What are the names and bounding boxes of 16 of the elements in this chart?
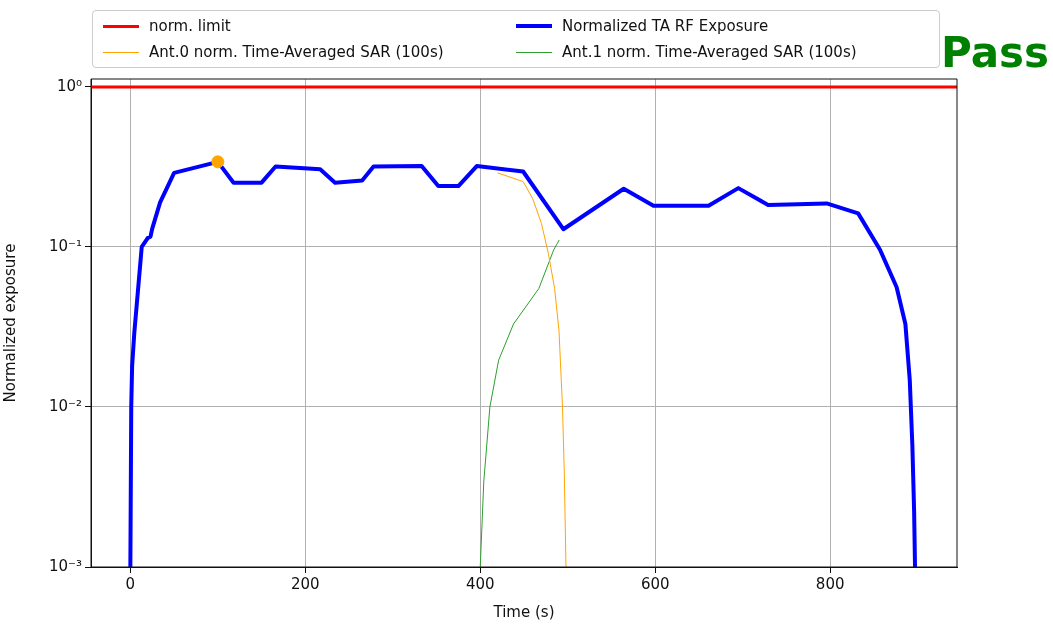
x-tick-label: 0 [125, 574, 136, 593]
legend-label: Ant.1 norm. Time-Averaged SAR (100s) [562, 43, 857, 61]
x-axis-title: Time (s) [492, 602, 555, 621]
x-tick-label: 800 [815, 574, 845, 593]
legend-label: Ant.0 norm. Time-Averaged SAR (100s) [149, 43, 444, 61]
y-tick-label: 10⁻³ [48, 556, 82, 575]
y-tick-label: 10⁻¹ [48, 236, 82, 255]
x-tick-label: 600 [640, 574, 670, 593]
y-tick-label: 10⁻² [48, 396, 82, 415]
legend-label: Normalized TA RF Exposure [562, 17, 769, 35]
legend-label: norm. limit [149, 17, 231, 35]
x-tick-label: 200 [290, 574, 320, 593]
text: Pass [941, 28, 1049, 77]
x-tick-label: 400 [465, 574, 495, 593]
y-tick-label: 10⁰ [56, 76, 82, 95]
y-axis-title: Normalized exposure [0, 243, 19, 403]
